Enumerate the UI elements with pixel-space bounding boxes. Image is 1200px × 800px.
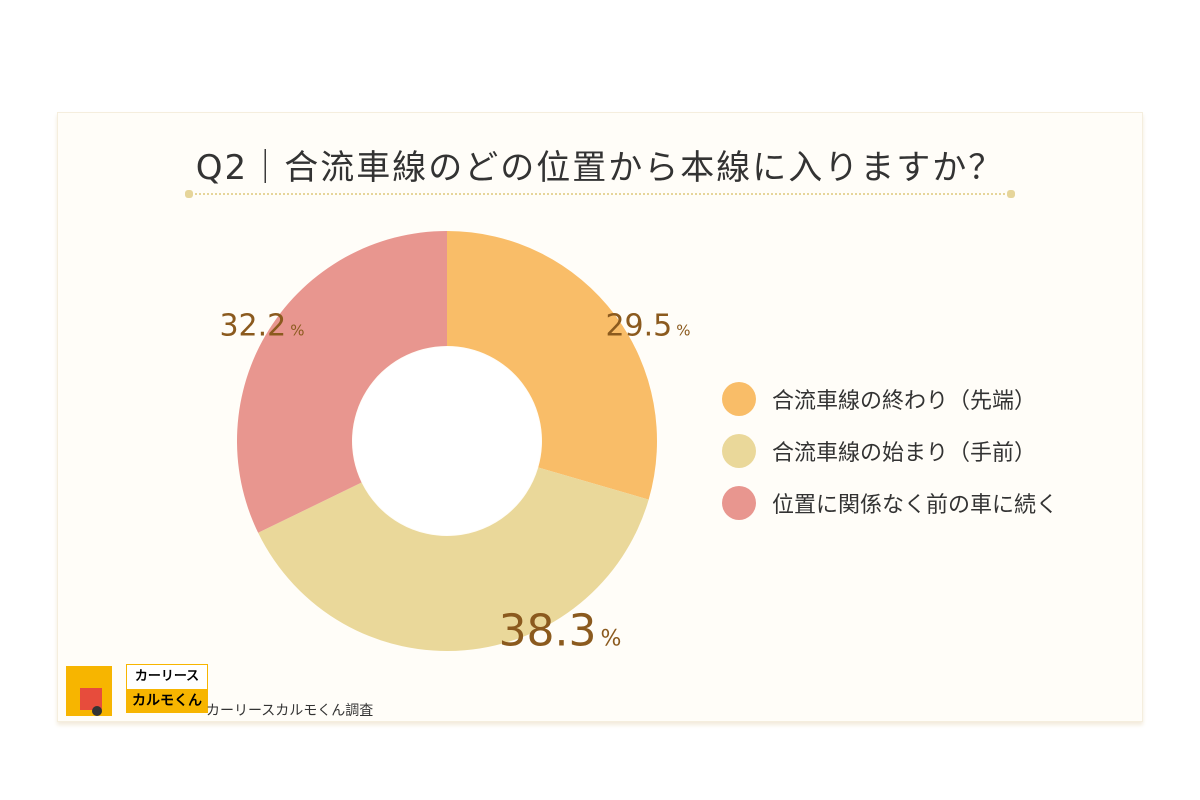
- legend-item: 位置に関係なく前の車に続く: [722, 477, 1058, 529]
- donut-slice: [237, 231, 447, 533]
- data-label: 29.5%: [605, 309, 690, 344]
- legend-swatch: [722, 434, 756, 468]
- donut-hole: [354, 348, 540, 534]
- logo: カーリース カルモくん: [66, 660, 208, 716]
- legend-item: 合流車線の終わり（先端）: [722, 373, 1058, 425]
- legend: 合流車線の終わり（先端） 合流車線の始まり（手前） 位置に関係なく前の車に続く: [722, 373, 1058, 529]
- logo-text: カーリース: [126, 664, 208, 690]
- title-divider: [185, 190, 1015, 199]
- legend-item: 合流車線の始まり（手前）: [722, 425, 1058, 477]
- donut-ring: [353, 347, 541, 535]
- donut-slice: [258, 467, 649, 652]
- data-label: 38.3%: [499, 606, 622, 657]
- legend-swatch: [722, 382, 756, 416]
- legend-label: 位置に関係なく前の車に続く: [772, 493, 1059, 518]
- legend-swatch: [722, 486, 756, 520]
- source-note: カーリースカルモくん調査: [206, 703, 374, 719]
- donut-slice: [447, 231, 658, 500]
- legend-label: 合流車線の始まり（手前）: [772, 441, 1037, 466]
- chart-title: Q2｜合流車線のどの位置から本線に入りますか？: [195, 148, 1005, 188]
- legend-label: 合流車線の終わり（先端）: [772, 389, 1037, 414]
- logo-text: カルモくん: [126, 689, 208, 713]
